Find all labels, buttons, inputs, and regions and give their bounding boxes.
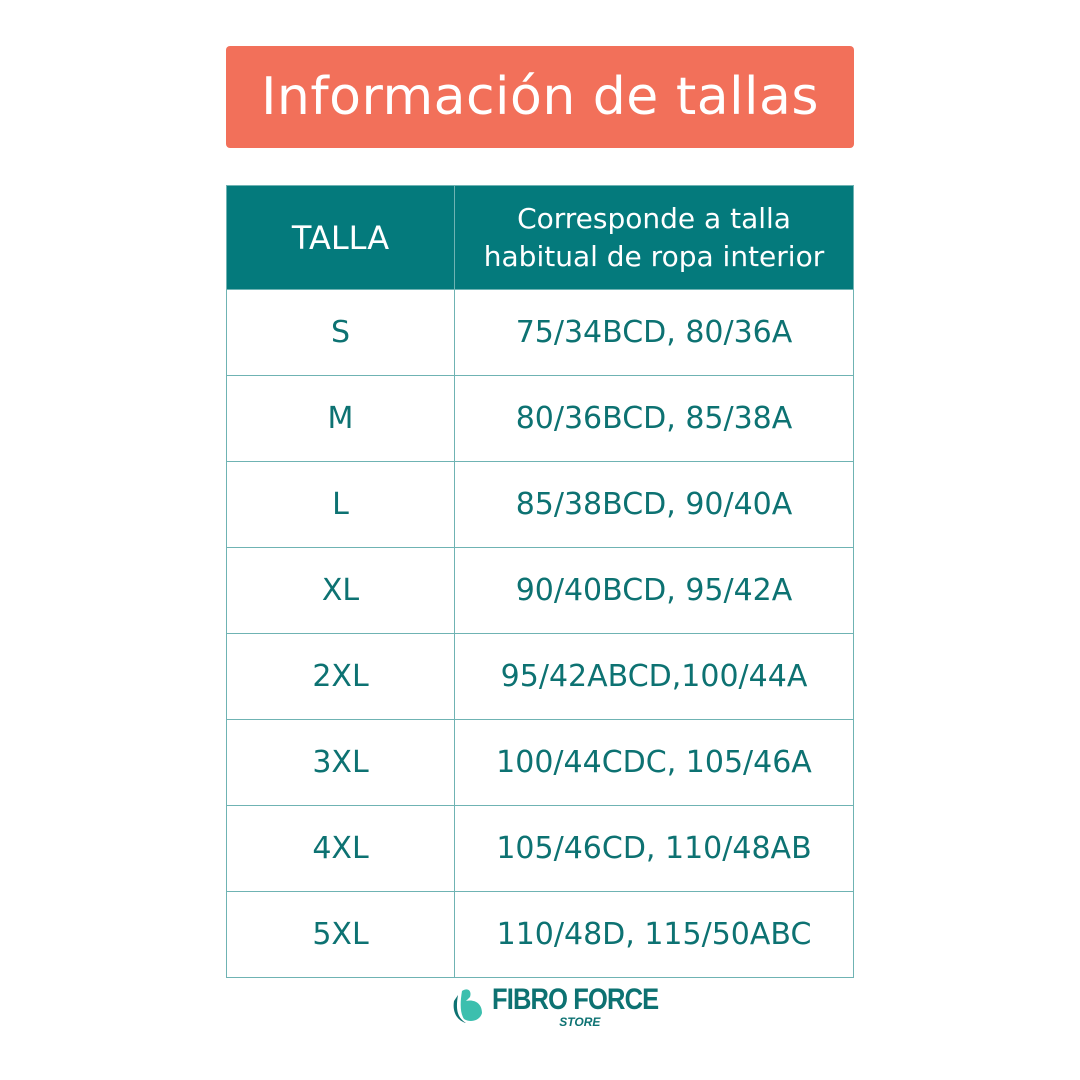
brand-logo: FIBRO FORCE STORE: [450, 985, 688, 1029]
table-row: L 85/38BCD, 90/40A: [226, 461, 854, 548]
table-row: 2XL 95/42ABCD,100/44A: [226, 633, 854, 720]
size-cell: 2XL: [226, 633, 455, 720]
brand-name: FIBRO FORCE: [492, 983, 659, 1016]
table-row: 3XL 100/44CDC, 105/46A: [226, 719, 854, 806]
brand-sub: STORE: [559, 1015, 601, 1029]
size-cell: XL: [226, 547, 455, 634]
size-cell: M: [226, 375, 455, 462]
flexed-arm-icon: [453, 989, 482, 1023]
equivalent-cell: 105/46CD, 110/48AB: [454, 805, 854, 892]
size-cell: 4XL: [226, 805, 455, 892]
table-header-row: TALLA Corresponde a talla habitual de ro…: [226, 185, 854, 290]
table-row: 5XL 110/48D, 115/50ABC: [226, 891, 854, 978]
table-row: M 80/36BCD, 85/38A: [226, 375, 854, 462]
equivalent-cell: 75/34BCD, 80/36A: [454, 289, 854, 376]
size-cell: 3XL: [226, 719, 455, 806]
equivalent-cell: 80/36BCD, 85/38A: [454, 375, 854, 462]
size-cell: S: [226, 289, 455, 376]
table-row: S 75/34BCD, 80/36A: [226, 289, 854, 376]
equivalent-cell: 90/40BCD, 95/42A: [454, 547, 854, 634]
equivalent-cell: 100/44CDC, 105/46A: [454, 719, 854, 806]
size-cell: 5XL: [226, 891, 455, 978]
size-cell: L: [226, 461, 455, 548]
header-equivalent-line2: habitual de ropa interior: [483, 239, 825, 273]
page-title: Información de tallas: [226, 46, 854, 148]
header-size: TALLA: [226, 185, 455, 290]
table-row: 4XL 105/46CD, 110/48AB: [226, 805, 854, 892]
size-table: TALLA Corresponde a talla habitual de ro…: [226, 185, 854, 978]
header-equivalent-line1: Corresponde a talla: [517, 201, 791, 235]
equivalent-cell: 85/38BCD, 90/40A: [454, 461, 854, 548]
table-row: XL 90/40BCD, 95/42A: [226, 547, 854, 634]
header-equivalent: Corresponde a talla habitual de ropa int…: [454, 185, 854, 290]
equivalent-cell: 95/42ABCD,100/44A: [454, 633, 854, 720]
equivalent-cell: 110/48D, 115/50ABC: [454, 891, 854, 978]
